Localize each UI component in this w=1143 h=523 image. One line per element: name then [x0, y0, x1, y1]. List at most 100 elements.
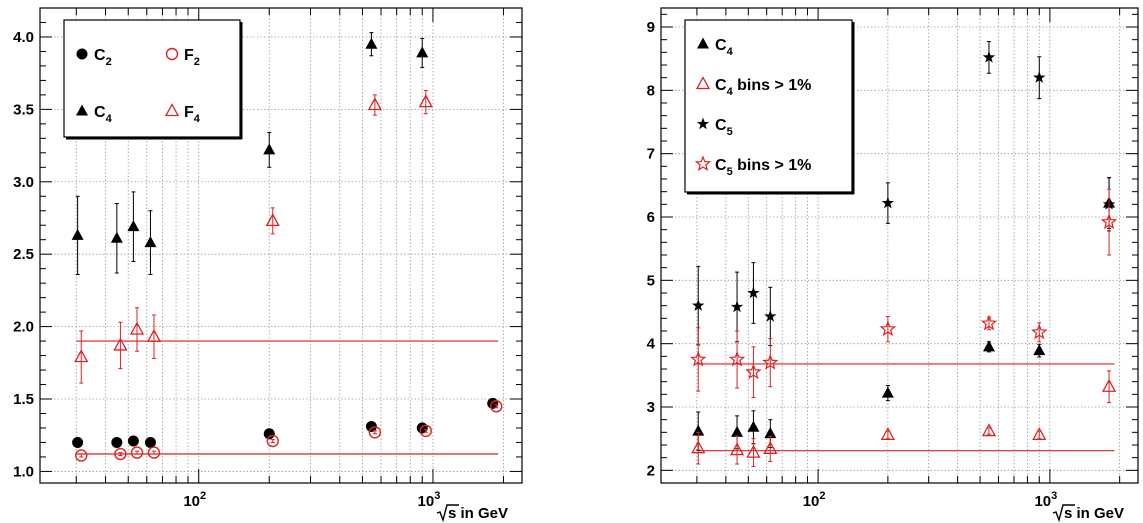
x-axis-title-text: s in GeV — [1064, 505, 1124, 522]
data-point — [1101, 378, 1117, 392]
legend-entry: C4 bins > 1% — [695, 76, 811, 98]
y-tick-label: 3.0 — [13, 174, 34, 191]
legend-label: C4 — [715, 37, 734, 58]
x-axis-title-text: s in GeV — [448, 505, 508, 522]
y-tick-label: 2.0 — [13, 319, 34, 336]
data-point — [368, 426, 382, 439]
data-point — [72, 436, 84, 448]
x-axis-title: s in GeV — [436, 504, 508, 523]
data-point — [75, 449, 88, 462]
legend: C4 C4 bins > 1% C5 C5 bins > 1% — [684, 19, 855, 195]
data-point — [764, 427, 777, 439]
data-point — [74, 349, 89, 363]
data-point — [365, 421, 377, 433]
data-point — [265, 213, 280, 227]
data-point — [1033, 71, 1046, 83]
legend: C2 F2 C4 F4 — [63, 19, 243, 140]
data-point — [731, 425, 744, 437]
sqrt-symbol — [1052, 504, 1075, 523]
series-2 — [75, 400, 503, 462]
series-3 — [71, 32, 429, 275]
legend-entry: C4 — [697, 37, 734, 58]
x-tick-label: 103 — [1034, 490, 1057, 510]
plot-frame — [660, 7, 1139, 484]
data-point — [365, 37, 378, 49]
x-tick-label: 103 — [418, 490, 441, 510]
series-2 — [691, 370, 1117, 468]
legend-box — [63, 19, 241, 138]
legend-marker — [696, 117, 710, 130]
legend-label: C5 — [715, 117, 733, 138]
data-point — [747, 286, 760, 299]
right-chart-panel: 2 3 4 5 6 7 8 9 102 103 s in GeV C4 C4 bins > 1% C5 C5… — [647, 7, 1139, 523]
data-point — [881, 196, 895, 209]
legend-entry: C5 — [696, 117, 733, 138]
data-point — [113, 337, 128, 351]
legend-entry: C4 — [76, 104, 113, 125]
legend-label: C5 bins > 1% — [715, 157, 811, 178]
plot-frame — [39, 7, 523, 484]
legend-entry: C5 bins > 1% — [694, 155, 811, 178]
x-tick-label: 102 — [803, 490, 826, 510]
data-point — [1100, 213, 1118, 230]
series-4 — [74, 90, 433, 384]
y-axis: 1.0 1.5 2.0 2.5 3.0 3.5 4.0 — [13, 7, 522, 480]
legend-marker — [165, 47, 179, 61]
data-point — [881, 386, 894, 398]
y-tick-label: 3.5 — [13, 101, 34, 118]
y-tick-label: 7 — [647, 146, 655, 163]
y-tick-label: 1.5 — [13, 391, 34, 408]
x-axis: 102 103 — [696, 8, 1121, 510]
data-point — [127, 435, 139, 447]
data-point — [691, 440, 706, 454]
data-point — [981, 423, 997, 437]
legend-label: C4 — [94, 104, 113, 125]
legend-label: C2 — [94, 47, 112, 68]
series-1 — [72, 397, 499, 448]
y-tick-label: 6 — [647, 209, 655, 226]
data-point — [111, 436, 123, 448]
data-point — [745, 363, 762, 380]
x-axis-title: s in GeV — [1052, 504, 1124, 523]
grid-lines — [40, 8, 522, 483]
data-point — [689, 350, 707, 367]
y-tick-label: 2.5 — [13, 246, 34, 263]
data-point — [263, 428, 275, 440]
legend-entry: C2 — [76, 47, 112, 68]
legend-marker — [164, 103, 180, 117]
data-point — [729, 442, 745, 456]
data-point — [129, 321, 145, 335]
series-4 — [689, 188, 1118, 398]
data-point — [763, 440, 778, 454]
legend-entry: F2 — [165, 47, 200, 68]
legend-label: F4 — [184, 104, 201, 125]
legend-entry: F4 — [164, 103, 201, 125]
data-point — [692, 424, 705, 436]
data-point — [692, 299, 705, 311]
y-axis: 2 3 4 5 6 7 8 9 — [647, 13, 1138, 484]
data-point — [747, 420, 760, 432]
data-point — [1033, 344, 1046, 356]
data-point — [71, 228, 84, 240]
data-point — [147, 446, 161, 459]
y-tick-label: 8 — [647, 82, 655, 99]
data-point — [263, 143, 276, 155]
data-point — [416, 46, 429, 58]
data-point — [130, 446, 144, 459]
data-point — [144, 236, 157, 248]
x-tick-label: 102 — [183, 490, 206, 510]
legend-label: C4 bins > 1% — [715, 77, 811, 98]
data-point — [1031, 323, 1048, 340]
y-tick-label: 4 — [647, 336, 656, 353]
data-point — [746, 444, 761, 458]
data-point — [982, 340, 995, 352]
data-point — [730, 300, 744, 313]
x-axis: 102 103 — [75, 8, 504, 510]
data-point — [127, 220, 140, 232]
data-point — [1032, 427, 1047, 441]
data-point — [764, 309, 777, 322]
data-point — [418, 94, 433, 108]
data-point — [419, 424, 432, 438]
